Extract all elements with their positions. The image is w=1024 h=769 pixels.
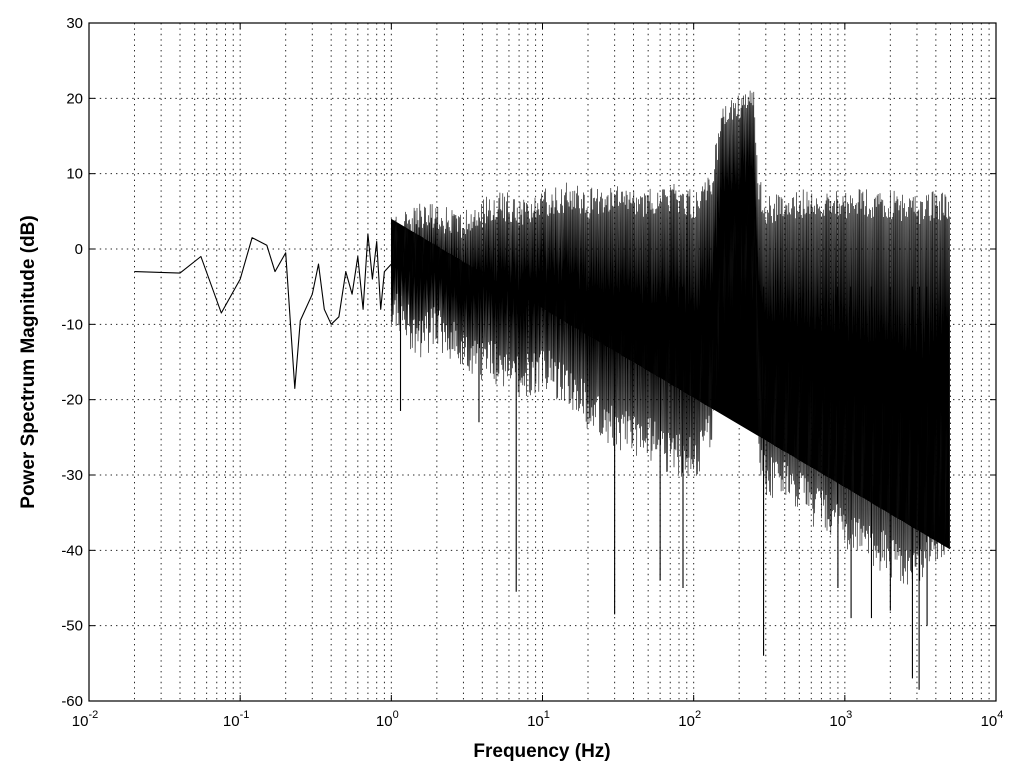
y-tick-label: 30 (66, 15, 83, 32)
x-axis-label: Frequency (Hz) (473, 741, 610, 762)
x-tick-label: 102 (678, 709, 701, 730)
y-tick-label: -20 (61, 392, 83, 409)
y-tick-label: -40 (61, 542, 83, 559)
y-tick-label: 20 (66, 90, 83, 107)
plot-data (134, 90, 950, 690)
y-tick-label: -50 (61, 618, 83, 635)
y-axis-ticks: -60 -50 -40 -30 -20 -10 0 10 20 30 (61, 15, 996, 710)
x-tick-label: 10-2 (72, 709, 98, 730)
y-tick-label: -60 (61, 693, 83, 710)
y-tick-label: -30 (61, 467, 83, 484)
x-axis-ticks: 10-2 10-1 100 101 102 103 104 (72, 23, 1004, 730)
x-tick-label: 101 (527, 709, 550, 730)
x-tick-label: 10-1 (223, 709, 249, 730)
y-axis-label: Power Spectrum Magnitude (dB) (18, 215, 39, 508)
x-tick-label: 104 (981, 709, 1004, 730)
spectrum-line (134, 233, 392, 389)
y-tick-label: 0 (75, 241, 83, 258)
y-tick-label: 10 (66, 166, 83, 183)
spectrum-dense-band (391, 90, 950, 585)
x-tick-label: 103 (829, 709, 852, 730)
x-tick-label: 100 (376, 709, 399, 730)
y-tick-label: -10 (61, 316, 83, 333)
